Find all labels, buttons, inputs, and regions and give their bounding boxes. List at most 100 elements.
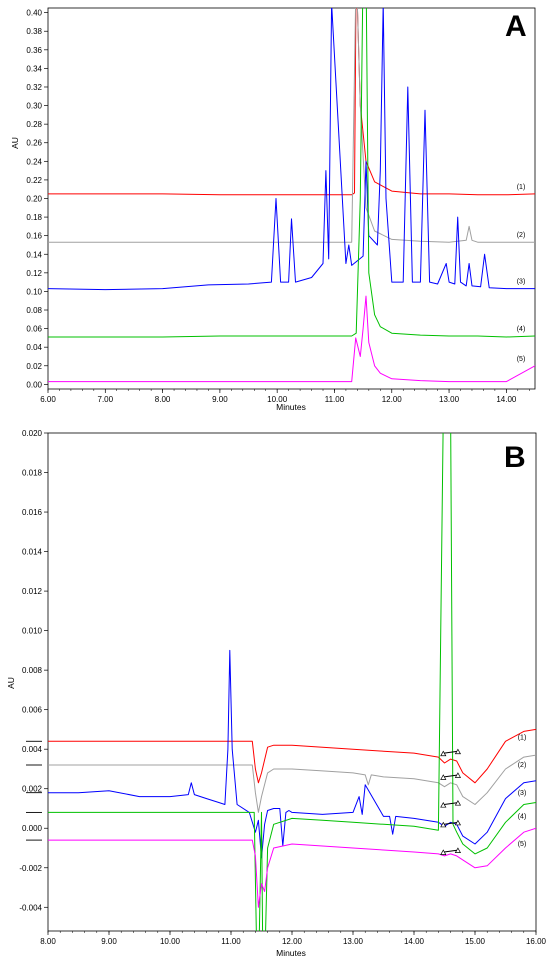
- y-tick-label: 0.020: [22, 429, 43, 438]
- y-tick-label: 0.004: [22, 745, 43, 754]
- y-tick-label: 0.14: [26, 250, 42, 259]
- x-tick-label: 14.00: [404, 937, 425, 946]
- y-tick-label: 0.018: [22, 469, 43, 478]
- y-tick-label: 0.22: [26, 176, 42, 185]
- integration-start-marker: [440, 801, 447, 808]
- x-tick-label: 8.00: [155, 395, 171, 404]
- y-tick-label: 0.18: [26, 213, 42, 222]
- integration-markers: [440, 748, 462, 855]
- integration-baseline: [443, 774, 458, 778]
- y-tick-label: 0.12: [26, 269, 42, 278]
- y-tick-label: 0.006: [22, 706, 43, 715]
- y-tick-label: 0.04: [26, 343, 42, 352]
- panel-label-b: B: [504, 441, 526, 474]
- x-tick-label: 7.00: [98, 395, 114, 404]
- panel-a: 6.00 7.00 8.00 9.00 10.00 11.00 12.00 13.00 14.0…: [10, 7, 536, 412]
- integration-start-marker: [440, 774, 447, 780]
- integration-start-marker: [440, 849, 447, 855]
- y-tick-label: 0.08: [26, 306, 42, 315]
- x-tick-label: 12.00: [282, 937, 303, 946]
- integration-end-marker: [454, 819, 462, 826]
- x-tick-label: 12.00: [382, 395, 403, 404]
- y-axis-label-b: AU: [6, 677, 16, 689]
- x-tick-label: 9.00: [212, 395, 228, 404]
- x-tick-label: 16.00: [526, 937, 547, 946]
- x-tick-label: 14.00: [496, 395, 517, 404]
- integration-baseline: [443, 802, 458, 806]
- series-line-2: [48, 754, 536, 813]
- integration-end-marker: [454, 772, 462, 778]
- series-line-4: [48, 433, 536, 931]
- ticks-b: 8.00 9.00 10.00 11.00 12.00 13.00 14.00 15.00 16…: [19, 429, 546, 946]
- y-tick-label: 0.36: [26, 46, 42, 55]
- integration-end-marker: [454, 847, 462, 853]
- y-tick-label: 0.16: [26, 232, 42, 241]
- y-tick-label: 0.10: [26, 287, 42, 296]
- y-tick-label: 0.014: [22, 548, 43, 557]
- integration-baseline: [443, 750, 458, 754]
- y-tick-label: 0.34: [26, 64, 42, 73]
- integration-end-marker: [454, 799, 462, 806]
- y-tick-label: 0.00: [26, 380, 42, 389]
- series-line-1: [48, 8, 535, 196]
- trace-label-5: (5): [518, 841, 527, 848]
- trace-labels-a: (1) (2) (3) (4) (5): [517, 184, 526, 363]
- x-tick-label: 11.00: [325, 395, 345, 404]
- x-tick-label: 9.00: [101, 937, 117, 946]
- y-tick-label: 0.24: [26, 157, 42, 166]
- trace-label-4: (4): [518, 814, 527, 821]
- x-axis-label-b: Minutes: [276, 948, 306, 958]
- trace-labels-b: (1) (2) (3) (4) (5): [518, 734, 527, 848]
- x-tick-label: 10.00: [267, 395, 288, 404]
- y-tick-label: 0.32: [26, 83, 42, 92]
- y-axis-label-a: AU: [10, 137, 20, 149]
- x-tick-label: 15.00: [465, 937, 486, 946]
- y-tick-label: 0.008: [22, 666, 43, 675]
- x-tick-label: 13.00: [343, 937, 364, 946]
- x-tick-label: 11.00: [221, 937, 241, 946]
- trace-label-2: (2): [517, 232, 526, 239]
- ticks-a: 6.00 7.00 8.00 9.00 10.00 11.00 12.00 13.00 14.0…: [26, 9, 530, 404]
- series-line-4: [48, 8, 535, 338]
- plot-frame-a: [47, 7, 536, 390]
- series-line-2: [48, 8, 535, 243]
- integration-start-marker: [440, 750, 447, 757]
- series-line-5: [48, 827, 536, 908]
- y-tick-label: 0.28: [26, 120, 42, 129]
- y-tick-label: 0.000: [22, 824, 43, 833]
- plot-frame-b: [47, 432, 537, 932]
- series-b: [48, 433, 536, 931]
- x-tick-label: 8.00: [40, 937, 56, 946]
- integration-end-marker: [454, 748, 462, 755]
- x-tick-label: 10.00: [160, 937, 181, 946]
- trace-label-1: (1): [517, 184, 526, 191]
- trace-label-2: (2): [518, 762, 527, 769]
- series-line-3: [48, 8, 535, 291]
- trace-label-1: (1): [518, 734, 527, 741]
- trace-label-5: (5): [517, 356, 526, 363]
- y-tick-label: -0.002: [19, 864, 42, 873]
- baseline-offset-markers: [26, 740, 42, 841]
- integration-baseline: [443, 849, 458, 853]
- x-tick-label: 13.00: [439, 395, 460, 404]
- y-tick-label: 0.012: [22, 587, 43, 596]
- trace-label-3: (3): [517, 279, 526, 286]
- trace-label-3: (3): [518, 790, 527, 797]
- y-tick-label: 0.010: [22, 627, 43, 636]
- panel-label-a: A: [505, 10, 527, 43]
- y-tick-label: -0.004: [19, 903, 42, 912]
- integration-start-marker: [440, 821, 447, 828]
- series-a: [48, 8, 535, 383]
- y-tick-label: 0.30: [26, 102, 42, 111]
- series-line-5: [48, 295, 535, 383]
- y-tick-label: 0.20: [26, 195, 42, 204]
- series-line-3: [48, 649, 536, 859]
- trace-label-4: (4): [517, 326, 526, 333]
- x-axis-label-a: Minutes: [276, 402, 306, 412]
- integration-baseline: [443, 821, 458, 825]
- y-tick-label: 0.40: [26, 9, 42, 18]
- y-tick-label: 0.06: [26, 325, 42, 334]
- panel-b: 8.00 9.00 10.00 11.00 12.00 13.00 14.00 15.00 16…: [6, 429, 547, 958]
- y-tick-label: 0.38: [26, 27, 42, 36]
